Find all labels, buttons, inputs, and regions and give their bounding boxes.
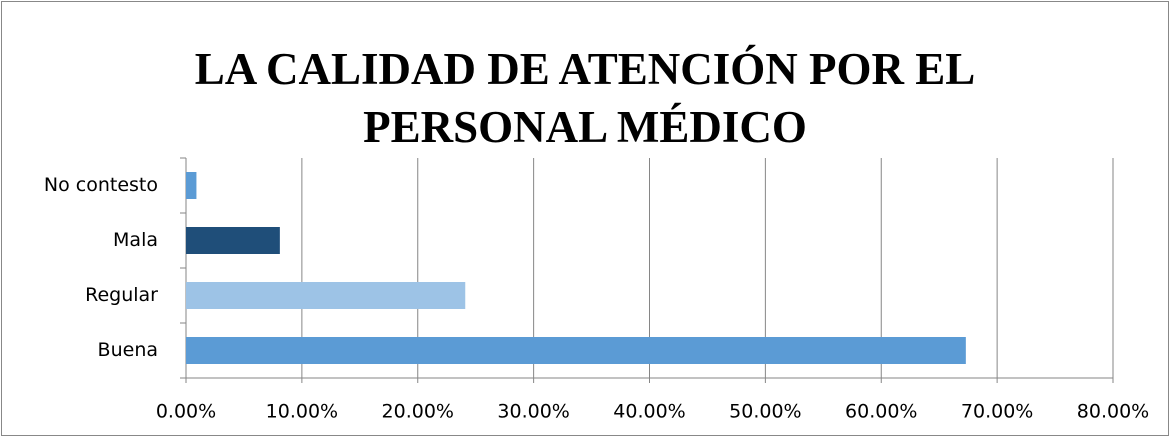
x-tick-label: 50.00% [729,401,801,423]
x-tick-label: 0.00% [156,401,216,423]
bar [186,172,197,199]
x-tick-label: 80.00% [1077,401,1149,423]
x-tick-label: 70.00% [961,401,1033,423]
x-tick-label: 30.00% [497,401,569,423]
chart-title: LA CALIDAD DE ATENCIÓN POR EL PERSONAL M… [194,44,976,152]
bar [186,227,280,254]
y-tick-label: Buena [98,339,158,361]
y-tick-label: Mala [113,229,158,251]
bar [186,282,466,309]
x-tick-label: 20.00% [382,401,454,423]
y-tick-label: Regular [85,284,158,306]
y-tick-label: No contesto [44,174,158,196]
bar [186,337,966,364]
x-tick-label: 10.00% [266,401,338,423]
x-tick-label: 60.00% [845,401,917,423]
x-tick-label: 40.00% [613,401,685,423]
